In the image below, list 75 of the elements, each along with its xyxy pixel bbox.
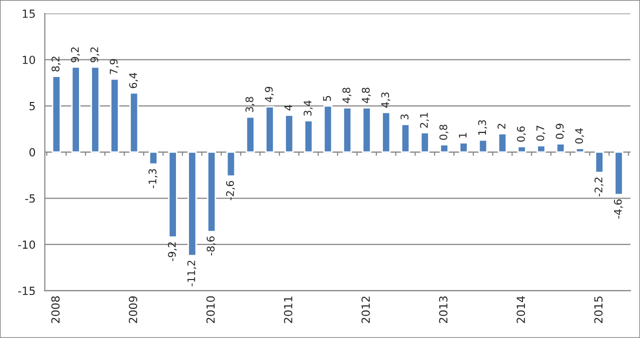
y-tick-label: -10 (18, 240, 36, 249)
data-label: 3,8 (245, 96, 254, 112)
data-label: 0,9 (556, 124, 565, 139)
bar (382, 112, 391, 153)
bar (323, 105, 332, 153)
bar (52, 76, 62, 153)
y-tick-label: 0 (29, 148, 36, 156)
bar (246, 116, 255, 153)
data-label: -2,2 (594, 178, 604, 196)
data-label: 2 (498, 124, 506, 129)
bar (478, 139, 488, 153)
data-label: 8,2 (52, 56, 61, 72)
bar (71, 66, 80, 153)
data-label: -2,6 (226, 180, 236, 200)
bar (420, 132, 430, 153)
data-label: -8,6 (206, 236, 216, 256)
bar (556, 143, 566, 153)
data-label: -1,3 (148, 169, 158, 188)
data-label: -11,2 (187, 260, 196, 286)
bar (575, 148, 585, 153)
x-tick-label: 2012 (362, 296, 370, 324)
y-tick-label: 15 (22, 10, 35, 18)
bar (110, 78, 120, 153)
data-label: 3 (400, 114, 408, 120)
data-label: 9,2 (90, 47, 100, 62)
bar (90, 66, 100, 153)
data-label: 4,8 (342, 88, 352, 104)
y-tick-label: 10 (22, 56, 36, 64)
x-tick-label: 2008 (51, 296, 60, 324)
bar (304, 120, 314, 153)
bar (188, 151, 197, 256)
data-label: 1 (458, 133, 467, 138)
data-label: 0,6 (516, 126, 526, 142)
bar (342, 107, 352, 153)
bar (129, 92, 139, 153)
data-label: 9,2 (70, 47, 80, 62)
bar (459, 142, 468, 153)
data-label: 7,9 (110, 59, 119, 74)
y-tick-label: -15 (18, 286, 35, 296)
data-label: 0,4 (575, 128, 584, 144)
data-label: 2,1 (420, 112, 429, 128)
y-tick-label: 5 (30, 102, 35, 110)
x-tick-label: 2015 (594, 296, 603, 324)
data-label: 5 (323, 96, 331, 101)
bar (614, 151, 624, 196)
data-label: 3,4 (304, 100, 313, 116)
bar (594, 151, 604, 174)
data-label: 4,8 (362, 88, 371, 104)
bar (498, 132, 507, 153)
bar (536, 144, 546, 153)
bar (226, 151, 236, 177)
data-label: 0,8 (439, 124, 448, 140)
x-tick-label: 2014 (516, 296, 526, 324)
x-tick-label: 2013 (439, 296, 448, 324)
bar (400, 124, 410, 153)
x-tick-label: 2011 (284, 296, 292, 324)
data-label: 6,4 (129, 72, 138, 88)
data-label: 4,3 (381, 92, 390, 108)
data-label: 0,7 (536, 126, 546, 141)
x-tick-label: 2010 (206, 296, 215, 324)
bar (168, 151, 178, 238)
data-label: 4,9 (264, 86, 274, 102)
bar (206, 151, 216, 232)
bar (517, 146, 526, 153)
data-label: -9,2 (168, 242, 177, 262)
bar (148, 151, 158, 165)
x-tick-label: 2009 (128, 296, 138, 324)
y-tick-label: -5 (25, 194, 35, 203)
bar (284, 114, 294, 153)
data-label: 4 (284, 104, 292, 110)
bar (362, 107, 372, 153)
bar (440, 144, 449, 153)
bar (265, 106, 274, 153)
data-label: -4,6 (614, 199, 623, 219)
data-label: 1,3 (478, 120, 488, 135)
